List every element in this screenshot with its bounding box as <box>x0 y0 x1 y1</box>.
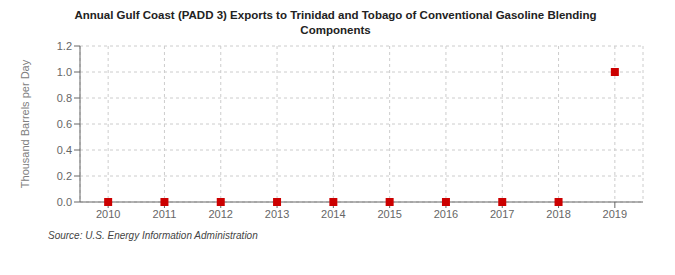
svg-text:Thousand Barrels per Day: Thousand Barrels per Day <box>19 59 31 188</box>
html-text:Components: Components <box>300 24 371 36</box>
svg-text:2010: 2010 <box>96 208 120 220</box>
html-text:Source: U.S. Energy Informatio: Source: U.S. Energy Information Administ… <box>48 230 258 241</box>
svg-text:2014: 2014 <box>321 208 345 220</box>
svg-text:0.6: 0.6 <box>57 118 72 130</box>
svg-text:0.4: 0.4 <box>57 144 72 156</box>
svg-text:2012: 2012 <box>209 208 233 220</box>
svg-text:1.2: 1.2 <box>57 40 72 52</box>
svg-text:0.8: 0.8 <box>57 92 72 104</box>
svg-text:1.0: 1.0 <box>57 66 72 78</box>
svg-text:2015: 2015 <box>377 208 401 220</box>
svg-text:0.2: 0.2 <box>57 170 72 182</box>
svg-text:2018: 2018 <box>546 208 570 220</box>
svg-text:0.0: 0.0 <box>57 196 72 208</box>
svg-text:2017: 2017 <box>490 208 514 220</box>
svg-text:2011: 2011 <box>153 208 177 220</box>
html-text:Annual Gulf Coast (PADD 3) Exp: Annual Gulf Coast (PADD 3) Exports to Tr… <box>74 9 597 21</box>
svg-text:2016: 2016 <box>434 208 458 220</box>
svg-text:2013: 2013 <box>265 208 289 220</box>
svg-text:2019: 2019 <box>603 208 627 220</box>
